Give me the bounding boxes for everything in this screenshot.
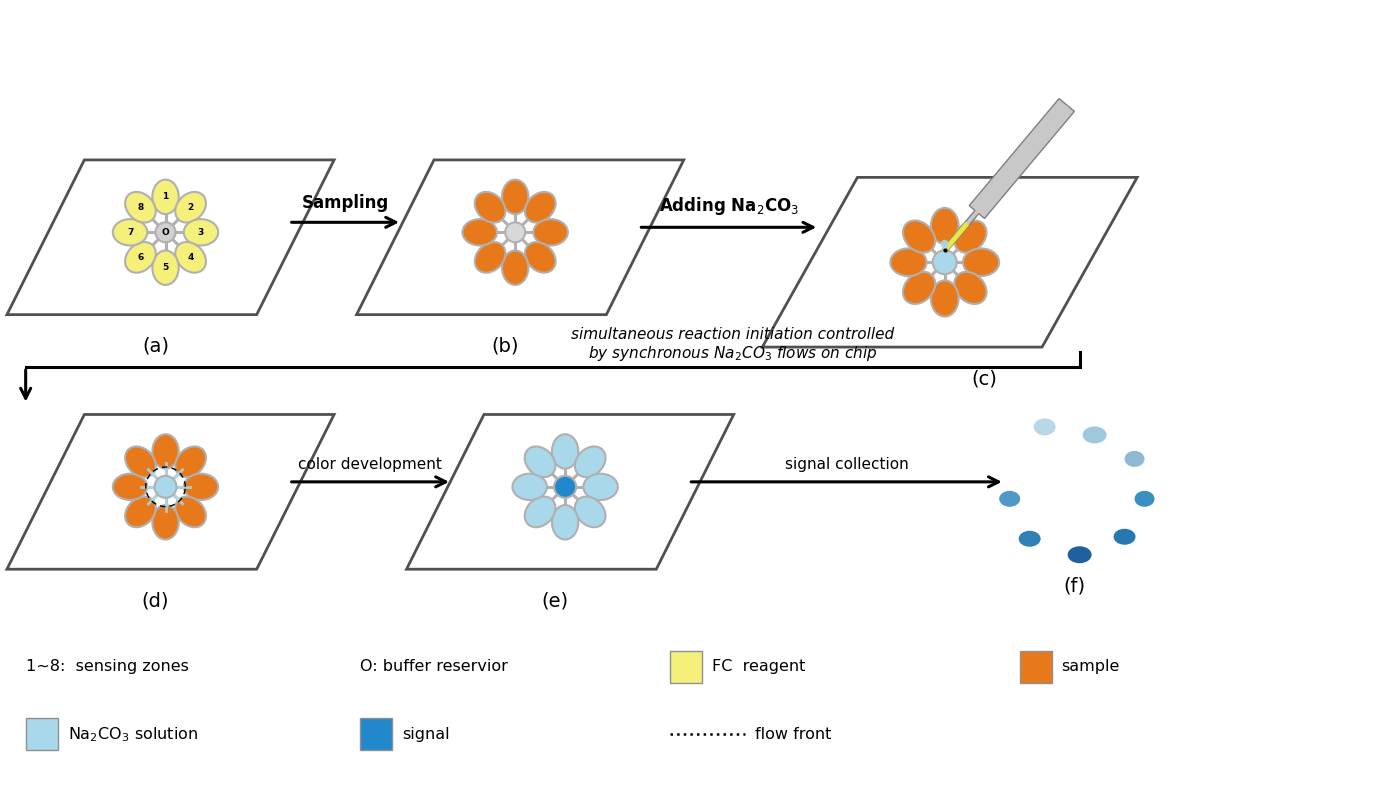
Ellipse shape [175, 242, 205, 273]
Ellipse shape [1113, 528, 1135, 544]
Text: (f): (f) [1064, 577, 1086, 595]
Ellipse shape [506, 222, 525, 242]
Polygon shape [943, 99, 1075, 252]
Ellipse shape [153, 250, 179, 285]
Ellipse shape [513, 473, 547, 500]
Text: 1: 1 [163, 192, 168, 202]
Ellipse shape [1018, 531, 1040, 547]
Ellipse shape [475, 242, 506, 273]
Text: flow front: flow front [755, 727, 831, 742]
Ellipse shape [963, 249, 999, 276]
Ellipse shape [525, 192, 555, 222]
Text: 8: 8 [138, 202, 143, 212]
Text: simultaneous reaction initiation controlled: simultaneous reaction initiation control… [570, 327, 894, 342]
Ellipse shape [463, 219, 497, 245]
Text: 6: 6 [138, 253, 143, 262]
Ellipse shape [125, 192, 156, 222]
Polygon shape [7, 414, 333, 569]
Ellipse shape [183, 219, 218, 245]
Ellipse shape [475, 192, 506, 222]
Ellipse shape [955, 221, 987, 253]
Ellipse shape [525, 242, 555, 273]
Ellipse shape [583, 473, 617, 500]
Ellipse shape [183, 473, 218, 500]
Ellipse shape [125, 497, 156, 528]
Ellipse shape [941, 240, 948, 249]
Text: 4: 4 [187, 253, 194, 262]
Text: Na$_2$CO$_3$ solution: Na$_2$CO$_3$ solution [68, 725, 198, 744]
Text: 7: 7 [127, 228, 134, 237]
Text: signal: signal [402, 727, 449, 742]
Ellipse shape [890, 249, 926, 276]
Ellipse shape [553, 505, 579, 540]
Text: 1~8:  sensing zones: 1~8: sensing zones [26, 659, 189, 674]
Ellipse shape [554, 476, 576, 498]
Ellipse shape [175, 497, 205, 528]
Polygon shape [7, 160, 333, 315]
Text: O: buffer reservior: O: buffer reservior [360, 659, 508, 674]
Ellipse shape [903, 272, 936, 304]
Ellipse shape [175, 446, 205, 477]
Ellipse shape [502, 179, 528, 214]
Polygon shape [407, 414, 733, 569]
Ellipse shape [575, 497, 605, 528]
Ellipse shape [1124, 451, 1145, 467]
Text: 3: 3 [198, 228, 204, 237]
Ellipse shape [153, 434, 179, 469]
Ellipse shape [553, 434, 579, 469]
Ellipse shape [933, 250, 956, 274]
Ellipse shape [525, 497, 555, 528]
Text: (a): (a) [142, 336, 169, 355]
Text: color development: color development [299, 457, 442, 472]
Text: 2: 2 [187, 202, 194, 212]
Text: (d): (d) [142, 591, 169, 611]
Ellipse shape [125, 446, 156, 477]
Ellipse shape [153, 505, 179, 540]
Ellipse shape [113, 473, 147, 500]
Ellipse shape [113, 219, 147, 245]
Text: sample: sample [1061, 659, 1120, 674]
Text: (c): (c) [971, 369, 998, 388]
Ellipse shape [525, 446, 555, 477]
Ellipse shape [153, 179, 179, 214]
Polygon shape [762, 178, 1137, 347]
FancyBboxPatch shape [26, 718, 58, 751]
Ellipse shape [154, 476, 176, 498]
Ellipse shape [1134, 491, 1155, 507]
Ellipse shape [1083, 426, 1107, 443]
Ellipse shape [502, 250, 528, 285]
Ellipse shape [175, 192, 205, 222]
Ellipse shape [932, 281, 959, 316]
Polygon shape [943, 222, 969, 252]
Text: (b): (b) [492, 336, 520, 355]
Polygon shape [357, 160, 683, 315]
Text: O: O [161, 228, 169, 237]
FancyBboxPatch shape [360, 718, 393, 751]
Ellipse shape [1034, 418, 1056, 435]
Ellipse shape [955, 272, 987, 304]
Text: signal collection: signal collection [784, 457, 908, 472]
FancyBboxPatch shape [670, 650, 701, 682]
Text: (e): (e) [542, 591, 569, 611]
Ellipse shape [903, 221, 936, 253]
Text: by synchronous Na$_2$CO$_3$ flows on chip: by synchronous Na$_2$CO$_3$ flows on chi… [587, 344, 878, 363]
Ellipse shape [1068, 546, 1091, 563]
Ellipse shape [125, 242, 156, 273]
Ellipse shape [533, 219, 568, 245]
Text: Sampling: Sampling [302, 194, 389, 212]
Ellipse shape [156, 222, 175, 242]
Ellipse shape [999, 491, 1020, 507]
Ellipse shape [575, 446, 605, 477]
Ellipse shape [932, 208, 959, 244]
FancyBboxPatch shape [1020, 650, 1051, 682]
Text: FC  reagent: FC reagent [712, 659, 805, 674]
Text: 5: 5 [163, 263, 168, 273]
Text: Adding Na$_2$CO$_3$: Adding Na$_2$CO$_3$ [659, 195, 799, 218]
